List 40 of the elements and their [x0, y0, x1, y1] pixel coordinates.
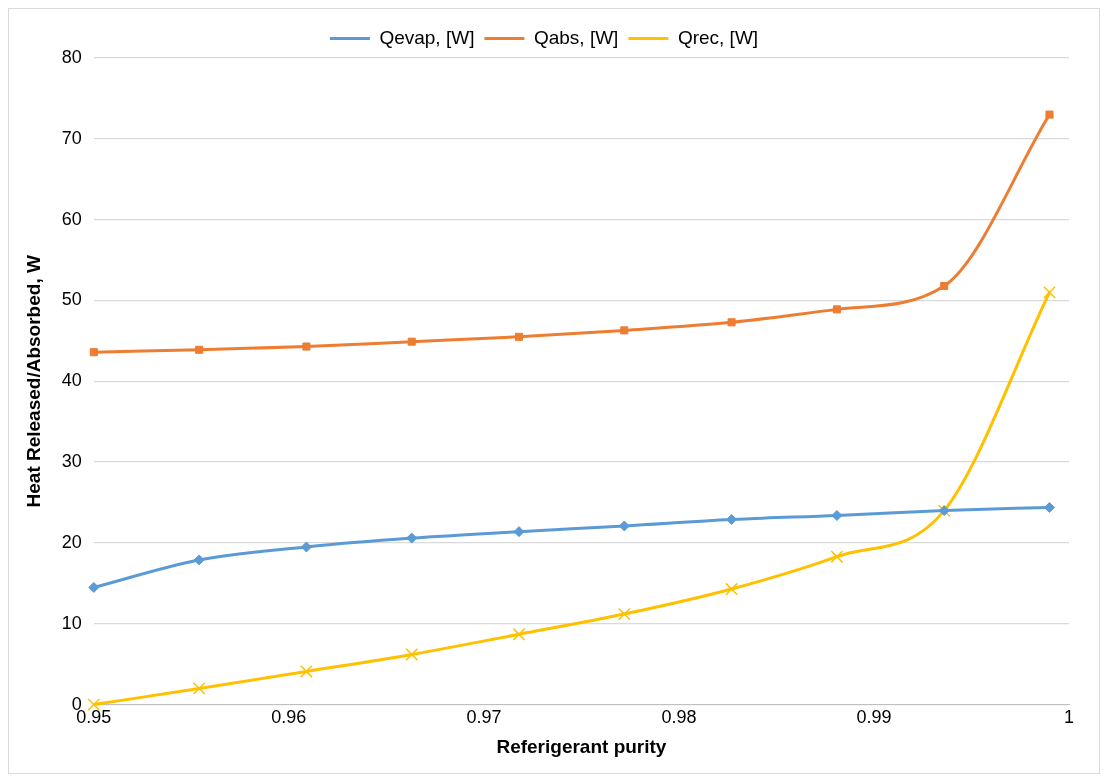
y-tick-label: 20	[61, 531, 82, 552]
point	[89, 348, 98, 357]
point	[407, 337, 416, 346]
point	[512, 627, 526, 641]
y-tick-label: 40	[61, 370, 82, 391]
x-tick-label: 0.99	[856, 707, 892, 728]
y-tick-label: 70	[61, 127, 82, 148]
point	[514, 332, 524, 341]
point	[1044, 501, 1055, 513]
point	[300, 665, 313, 678]
point	[302, 342, 311, 351]
legend-label: Qabs, [W]	[533, 26, 619, 48]
x-tick-label: 0.98	[661, 707, 697, 728]
point	[1045, 110, 1054, 119]
y-tick-label: 60	[61, 208, 82, 229]
point	[831, 509, 843, 521]
legend-label: Qevap, [W]	[379, 26, 475, 48]
point	[940, 281, 949, 290]
point	[1043, 285, 1056, 299]
legend-label: Qrec, [W]	[677, 26, 759, 48]
point	[193, 554, 205, 566]
point	[832, 305, 841, 314]
x-axis-title: Referigerant purity	[496, 735, 667, 757]
x-tick-label: 0.96	[271, 707, 307, 728]
point	[405, 648, 419, 661]
point	[617, 607, 631, 621]
point	[725, 582, 738, 596]
point	[88, 581, 100, 593]
y-axis-title: Heat Released/Absorbed, W	[22, 255, 44, 508]
point	[830, 550, 844, 564]
x-tick-label: 1	[1063, 707, 1075, 728]
point	[727, 318, 736, 327]
point	[620, 326, 629, 335]
point	[192, 682, 206, 695]
x-tick-label: 0.97	[466, 707, 502, 728]
point	[195, 345, 204, 354]
y-tick-label: 80	[61, 46, 82, 67]
y-tick-label: 30	[61, 451, 82, 472]
y-tick-label: 50	[61, 289, 82, 310]
y-tick-label: 10	[61, 612, 82, 633]
